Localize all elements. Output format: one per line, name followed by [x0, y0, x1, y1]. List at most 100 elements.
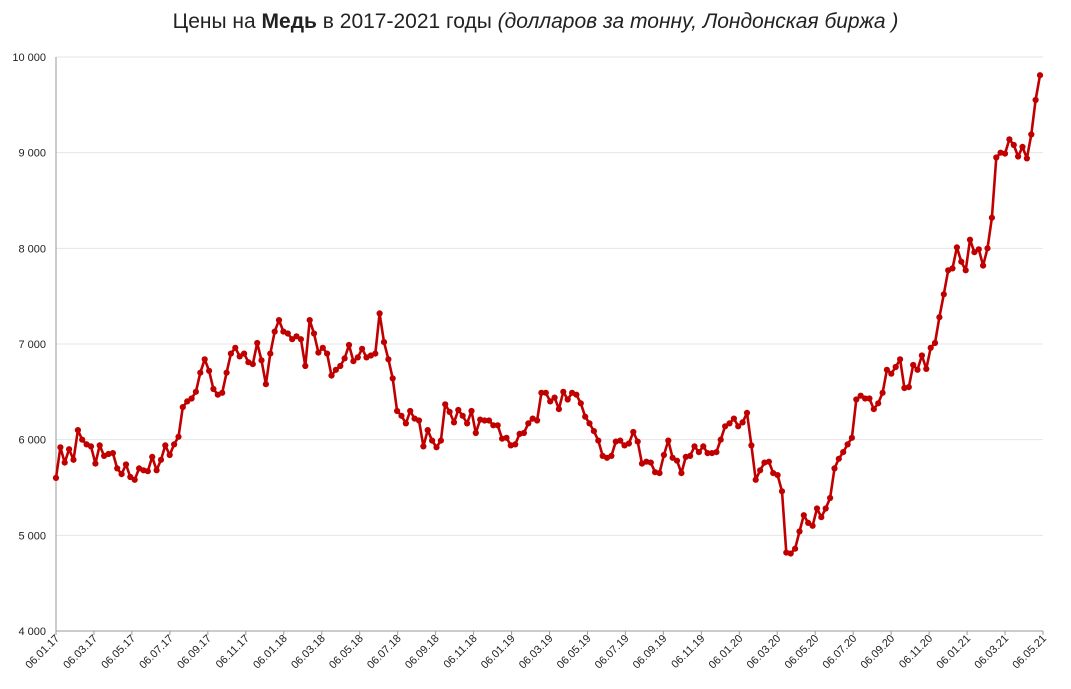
data-point — [975, 246, 982, 253]
data-point — [966, 236, 974, 243]
x-tick-label: 06.01.21 — [934, 633, 973, 672]
data-point — [743, 409, 751, 416]
data-point — [446, 408, 453, 415]
x-tick-label: 06.07.19 — [593, 633, 632, 672]
x-tick-labels: 06.01.17 06.03.17 06.05.17 06.07.17 06.09.17… — [23, 633, 1049, 672]
data-point — [494, 422, 501, 429]
data-point — [468, 407, 475, 415]
data-point — [625, 440, 633, 447]
data-point — [827, 494, 834, 502]
data-point — [678, 470, 685, 477]
data-point — [534, 417, 541, 424]
data-point — [726, 420, 733, 427]
data-point — [660, 451, 668, 459]
x-tick-label: 06.01.18 — [251, 633, 290, 672]
data-point — [275, 317, 283, 324]
data-point — [87, 443, 95, 450]
x-tick-label: 06.11.20 — [897, 633, 935, 671]
data-point — [472, 429, 479, 437]
data-point — [844, 441, 851, 448]
x-tick-label: 06.05.20 — [783, 633, 822, 672]
data-point — [415, 417, 423, 424]
data-point — [241, 350, 248, 357]
data-point — [398, 412, 405, 419]
data-point — [910, 361, 917, 369]
data-point — [883, 366, 891, 373]
data-point — [730, 415, 738, 422]
data-point — [297, 336, 304, 343]
data-point — [122, 461, 130, 468]
data-point — [940, 291, 947, 298]
data-point — [792, 545, 799, 552]
data-point — [590, 428, 598, 435]
data-point — [993, 154, 1000, 161]
data-point — [595, 437, 602, 444]
data-point — [424, 427, 431, 434]
data-point — [835, 455, 842, 462]
data-point — [617, 437, 624, 444]
data-point — [74, 427, 81, 434]
data-point — [354, 354, 361, 361]
x-tick-label: 06.05.18 — [327, 633, 366, 672]
data-point — [420, 443, 427, 450]
data-point — [669, 454, 676, 461]
data-point — [332, 366, 339, 373]
data-point — [149, 453, 156, 460]
x-tick-label: 06.11.19 — [669, 633, 707, 671]
data-point — [293, 333, 300, 340]
data-point — [573, 391, 580, 398]
y-tick-label: 10 000 — [12, 52, 46, 64]
data-point — [630, 428, 637, 436]
data-point — [109, 450, 116, 457]
data-point — [131, 476, 138, 483]
data-point — [206, 367, 213, 374]
data-point — [372, 350, 379, 357]
data-point — [385, 356, 392, 363]
data-point — [197, 369, 204, 376]
axes — [55, 57, 1044, 635]
data-point — [402, 420, 409, 427]
data-point — [888, 370, 895, 377]
data-point — [429, 437, 436, 444]
y-tick-label: 8 000 — [18, 243, 46, 255]
data-point — [840, 449, 847, 456]
data-point — [184, 398, 191, 405]
title-metal: Медь — [261, 10, 317, 33]
data-point — [376, 310, 383, 317]
data-point — [848, 434, 856, 441]
data-point — [980, 262, 987, 269]
data-point — [175, 433, 182, 440]
data-point — [988, 214, 996, 221]
x-tick-label: 06.07.17 — [137, 633, 176, 672]
data-point — [262, 381, 269, 388]
y-tick-label: 9 000 — [18, 148, 46, 160]
data-point — [735, 423, 742, 430]
data-point — [752, 476, 759, 483]
data-point — [892, 363, 899, 371]
data-point — [254, 339, 261, 347]
data-point — [923, 365, 930, 372]
x-tick-label: 06.01.20 — [707, 633, 746, 672]
x-tick-label: 06.05.21 — [1010, 633, 1049, 672]
data-point — [857, 392, 864, 399]
data-point — [687, 452, 694, 459]
data-point — [739, 419, 746, 426]
data-point — [866, 395, 873, 402]
data-point — [555, 406, 563, 413]
data-point — [1032, 96, 1039, 104]
x-tick-label: 06.05.17 — [99, 633, 138, 672]
plot-area — [52, 72, 1044, 557]
data-point — [582, 413, 589, 420]
data-point — [1001, 150, 1009, 157]
data-point — [223, 369, 230, 376]
data-point — [267, 350, 274, 357]
data-point — [577, 400, 584, 407]
data-point — [201, 356, 208, 363]
data-point — [345, 341, 353, 349]
data-point — [949, 265, 956, 272]
data-point — [188, 395, 195, 402]
data-point — [520, 429, 528, 437]
data-point — [66, 446, 73, 453]
data-point — [450, 419, 458, 426]
